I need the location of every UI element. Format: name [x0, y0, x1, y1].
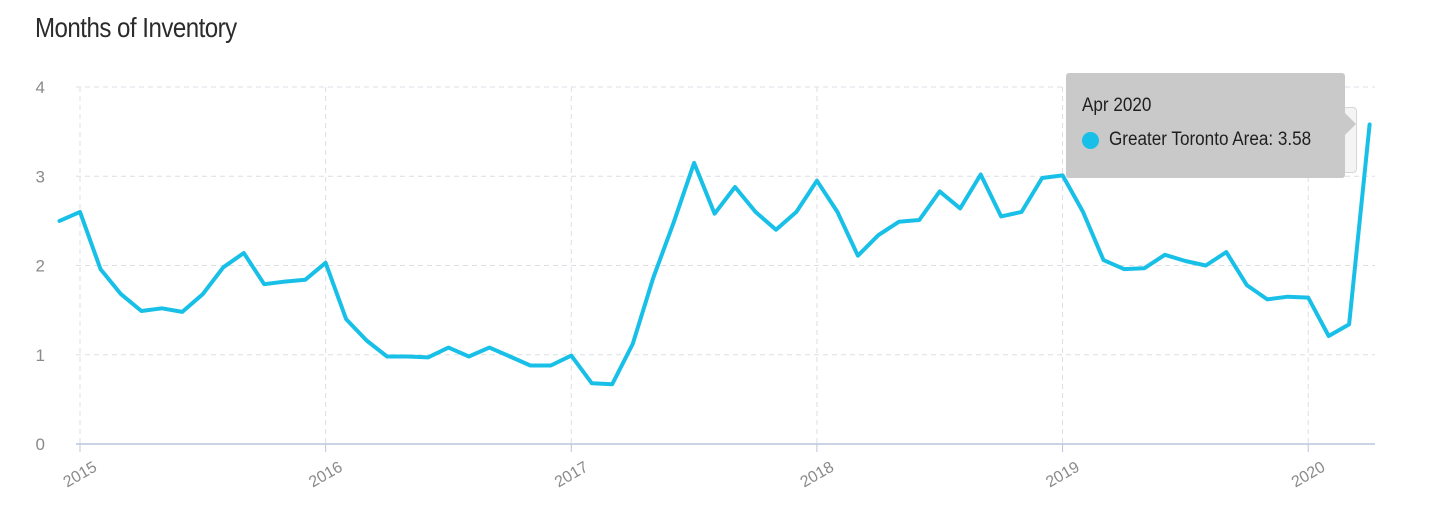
series-dot-icon — [1082, 131, 1099, 149]
y-tick-label: 2 — [36, 257, 45, 276]
x-tick-label: 2016 — [306, 459, 345, 492]
tooltip-title: Apr 2020 — [1082, 95, 1152, 116]
y-tick-label: 3 — [36, 167, 45, 186]
y-tick-label: 0 — [36, 435, 45, 454]
chart-title: Months of Inventory — [35, 12, 237, 43]
x-tick-label: 2019 — [1043, 459, 1082, 492]
x-tick-label: 2020 — [1289, 459, 1328, 492]
tooltip-arrow — [1345, 113, 1356, 135]
grid — [76, 86, 1375, 444]
y-tick-label: 4 — [36, 78, 45, 97]
series — [57, 122, 1372, 387]
x-tick-label: 2015 — [61, 459, 100, 492]
tooltip: Apr 2020 Greater Toronto Area: 3.58 — [1066, 73, 1356, 178]
tooltip-value: Greater Toronto Area: 3.58 — [1109, 129, 1312, 150]
x-tick-label: 2018 — [798, 459, 837, 492]
series-line[interactable] — [57, 122, 1372, 387]
x-tick-label: 2017 — [552, 459, 591, 492]
y-tick-label: 1 — [36, 346, 45, 365]
tooltip-row: Greater Toronto Area: 3.58 — [1082, 129, 1345, 151]
